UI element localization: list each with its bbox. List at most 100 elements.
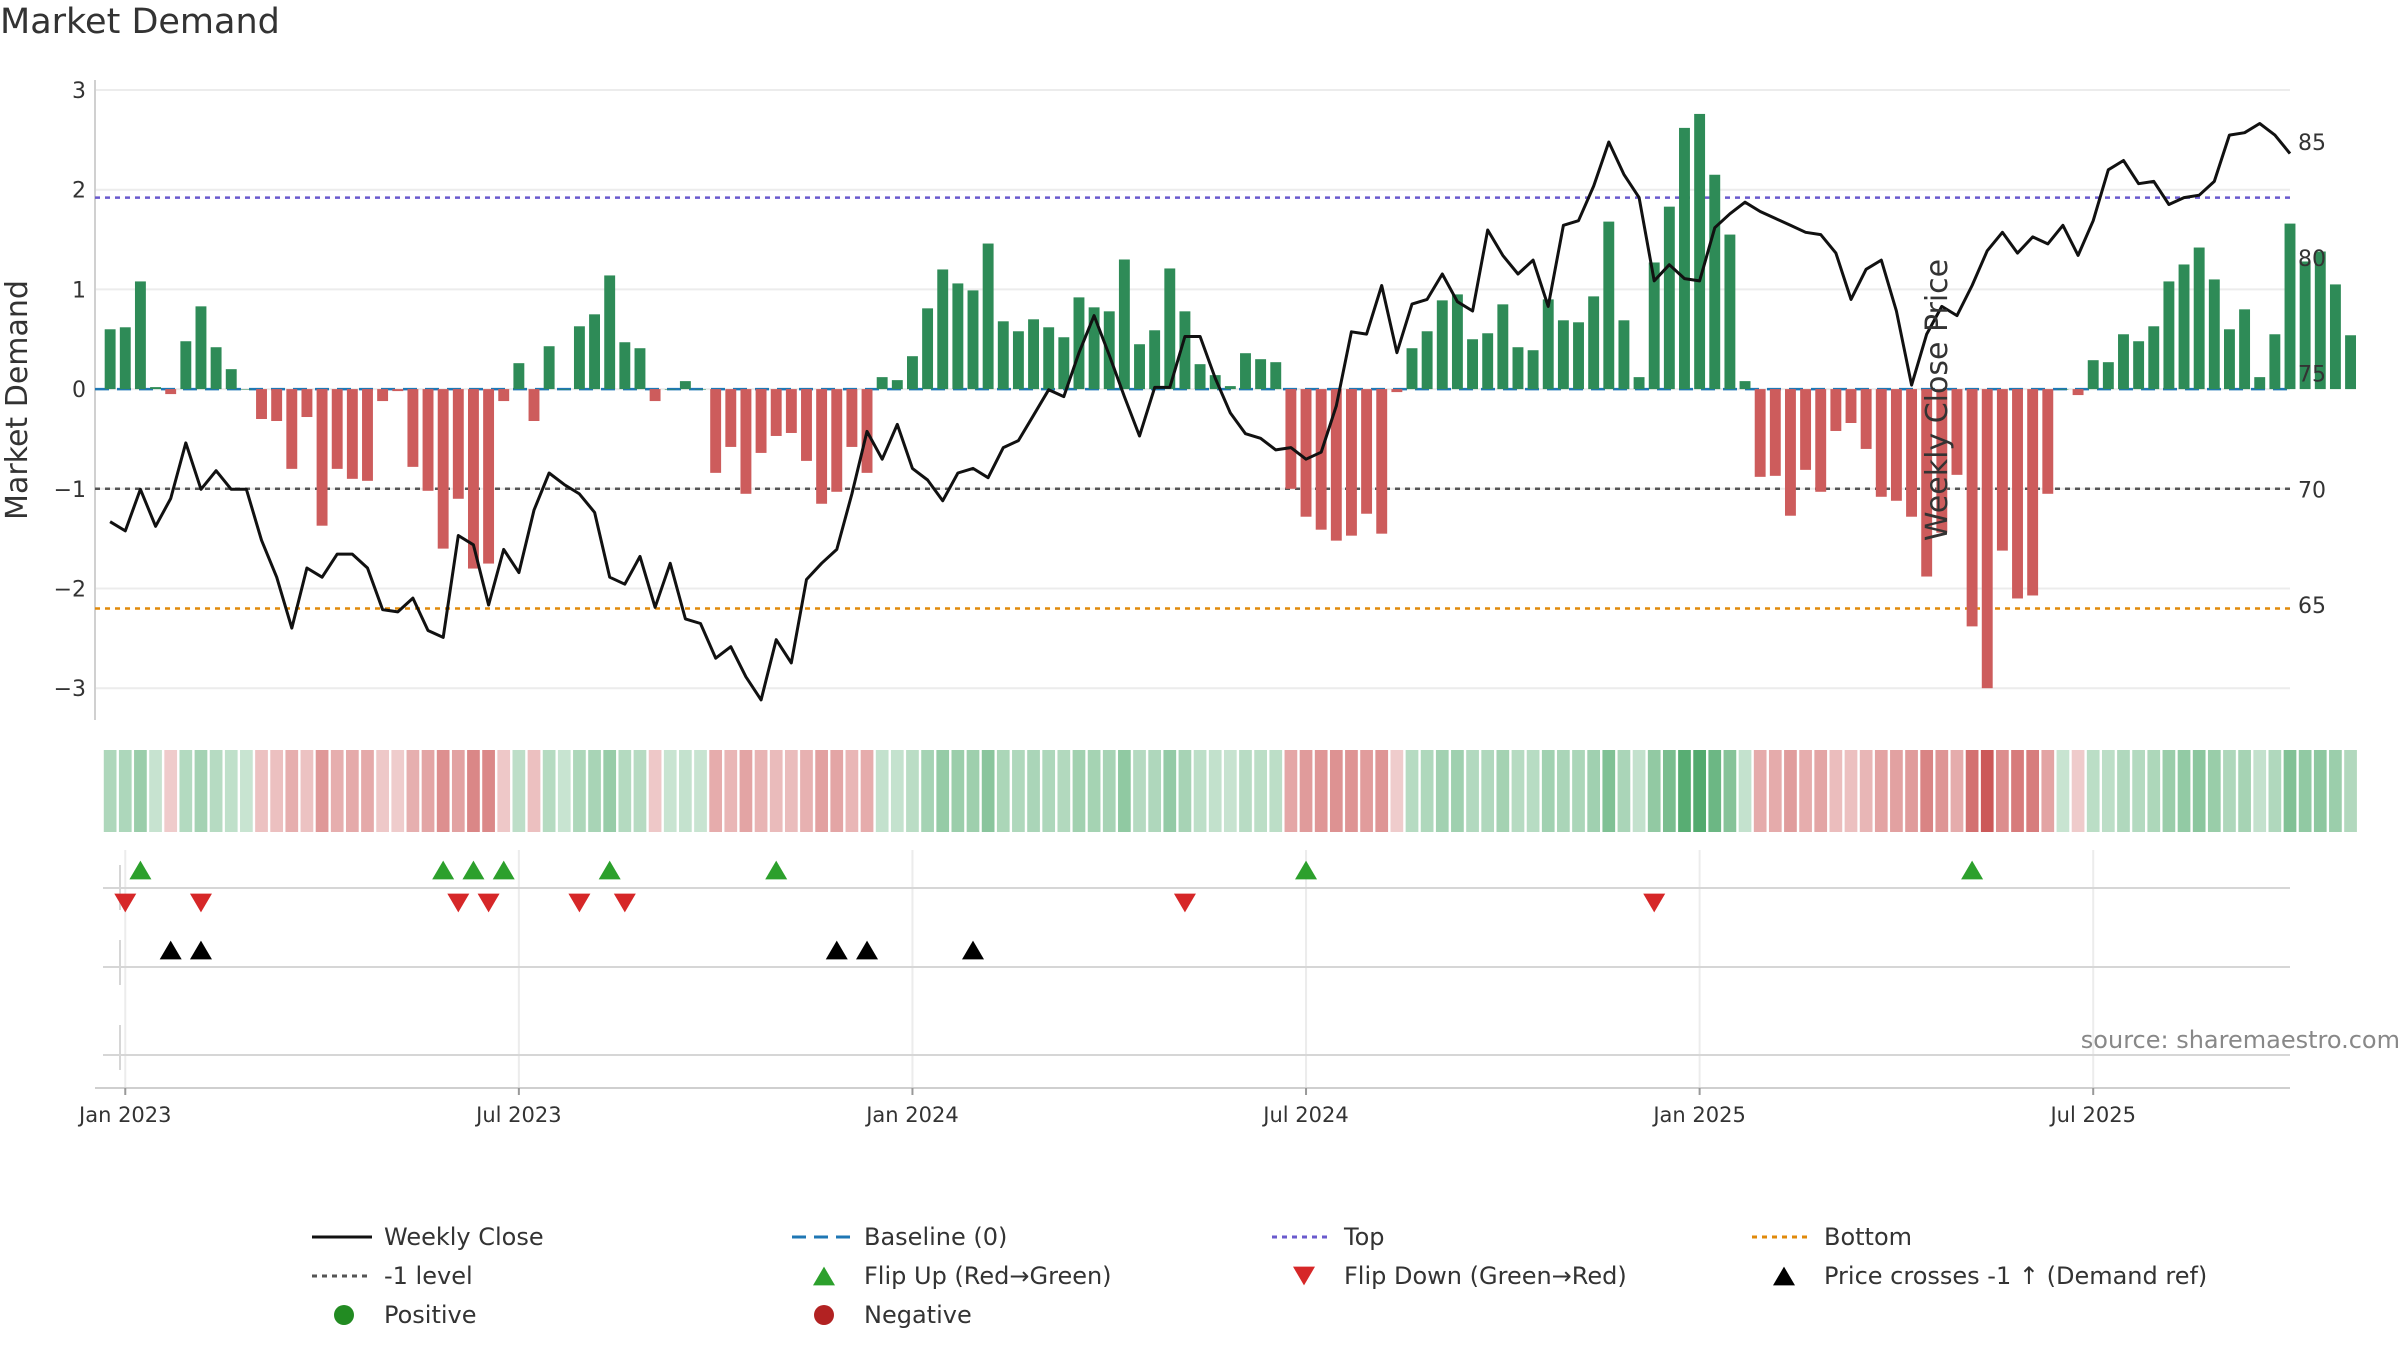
demand-bar [906, 356, 918, 390]
y2-tick-label: 80 [2298, 247, 2326, 272]
strip-cell [2056, 750, 2070, 832]
demand-bar [1058, 337, 1070, 390]
flip-up-marker [765, 860, 788, 880]
strip-cell [512, 750, 526, 832]
demand-bar [210, 347, 222, 390]
demand-bar [2239, 309, 2251, 390]
demand-bar [1951, 389, 1963, 475]
strip-cell [921, 750, 934, 832]
demand-bar [1860, 389, 1872, 449]
demand-bar [1936, 389, 1948, 533]
strip-cell [164, 750, 178, 832]
source-note: source: sharemaestro.com [2081, 1026, 2400, 1054]
strip-cell [406, 750, 420, 832]
strip-cell [875, 750, 889, 832]
demand-bar [1603, 221, 1615, 390]
strip-cell [482, 750, 495, 832]
demand-bar [1966, 389, 1978, 627]
demand-bar [362, 389, 373, 481]
strip-cell [1950, 750, 1964, 832]
x-axis: Jan 2023 Jul 2023 Jan 2024 Jul 2024 Jan 2025… [77, 1088, 2136, 1127]
demand-bars [104, 113, 2357, 689]
strip-cell [2283, 750, 2297, 832]
heat-strip [103, 750, 2357, 832]
legend-label: Flip Down (Green→Red) [1344, 1262, 1627, 1290]
demand-bar [377, 389, 389, 402]
legend-item: Price crosses -1 ↑ (Demand ref) [1773, 1262, 2207, 1290]
demand-bar [1315, 389, 1327, 530]
strip-cell [1799, 750, 1812, 832]
demand-bar [695, 389, 706, 390]
flip-up-marker [492, 860, 515, 880]
legend-triangle-up-swatch [1773, 1266, 1795, 1286]
strip-cell [588, 750, 601, 832]
strip-cell [1193, 750, 1207, 832]
demand-bar [498, 389, 510, 402]
strip-cell [376, 750, 389, 832]
demand-bar [2027, 389, 2039, 596]
demand-bar [1421, 331, 1433, 390]
strip-cell [1557, 750, 1570, 832]
strip-cell [285, 750, 299, 832]
strip-cell [845, 750, 859, 832]
strip-cell [815, 750, 828, 832]
demand-bar [2163, 281, 2175, 390]
legend-item: -1 level [312, 1262, 473, 1290]
demand-bar [1164, 268, 1176, 390]
demand-bar [1769, 389, 1781, 476]
strip-cell [2162, 750, 2176, 832]
strip-cell [1420, 750, 1434, 832]
demand-bar [876, 377, 888, 390]
price-cross-marker [962, 940, 984, 960]
weekly-close-line [109, 122, 2292, 702]
demand-bar [1875, 389, 1887, 497]
demand-bar [119, 327, 131, 390]
strip-cell [1768, 750, 1782, 832]
strip-cell [1299, 750, 1313, 832]
demand-bar [1709, 174, 1721, 390]
strip-cell [739, 750, 753, 832]
demand-bar [1134, 344, 1145, 390]
demand-bar [997, 321, 1009, 390]
strip-cell [436, 750, 450, 832]
strip-cell [2238, 750, 2251, 832]
y2-tick-label: 70 [2298, 478, 2326, 503]
legend-triangle-down-swatch [1293, 1266, 1315, 1286]
demand-bar [1330, 389, 1342, 541]
y-tick-label: 2 [72, 179, 86, 204]
strip-cell [694, 750, 707, 832]
x-tick-label: Jan 2023 [77, 1103, 172, 1127]
demand-bar [1739, 381, 1751, 390]
strip-cell [2177, 750, 2191, 832]
y2-tick-label: 85 [2298, 131, 2326, 156]
demand-bar [528, 389, 540, 422]
demand-bar [1391, 389, 1403, 393]
x-tick-label: Jul 2023 [474, 1103, 561, 1127]
demand-bar [150, 387, 162, 390]
demand-bar [437, 389, 449, 549]
demand-bar [2057, 389, 2069, 390]
demand-bar [316, 389, 328, 526]
price-cross-marker [159, 940, 182, 960]
demand-bar [195, 306, 207, 390]
demand-bar [770, 389, 782, 436]
demand-bar [1906, 389, 1918, 517]
flip-down-marker [114, 893, 137, 913]
legend-item: Bottom [1752, 1223, 1912, 1251]
legend-label: Baseline (0) [864, 1223, 1007, 1251]
strip-cell [1753, 750, 1767, 832]
demand-bar [1784, 389, 1796, 516]
flip-up-marker [1295, 860, 1318, 880]
y-tick-label: −3 [54, 677, 86, 702]
gridlines [94, 80, 2290, 1090]
demand-bar [2133, 341, 2145, 390]
strip-cell [2223, 750, 2236, 832]
strip-cell [300, 750, 314, 832]
y-tick-label: 0 [72, 378, 86, 403]
strip-cell [1269, 750, 1283, 832]
demand-bar [710, 389, 722, 473]
flip-up-marker [598, 860, 621, 880]
strip-cell [1254, 750, 1267, 832]
y-axis-left: 3 2 1 0 −1 −2 −3 [54, 79, 86, 702]
strip-cell [648, 750, 662, 832]
